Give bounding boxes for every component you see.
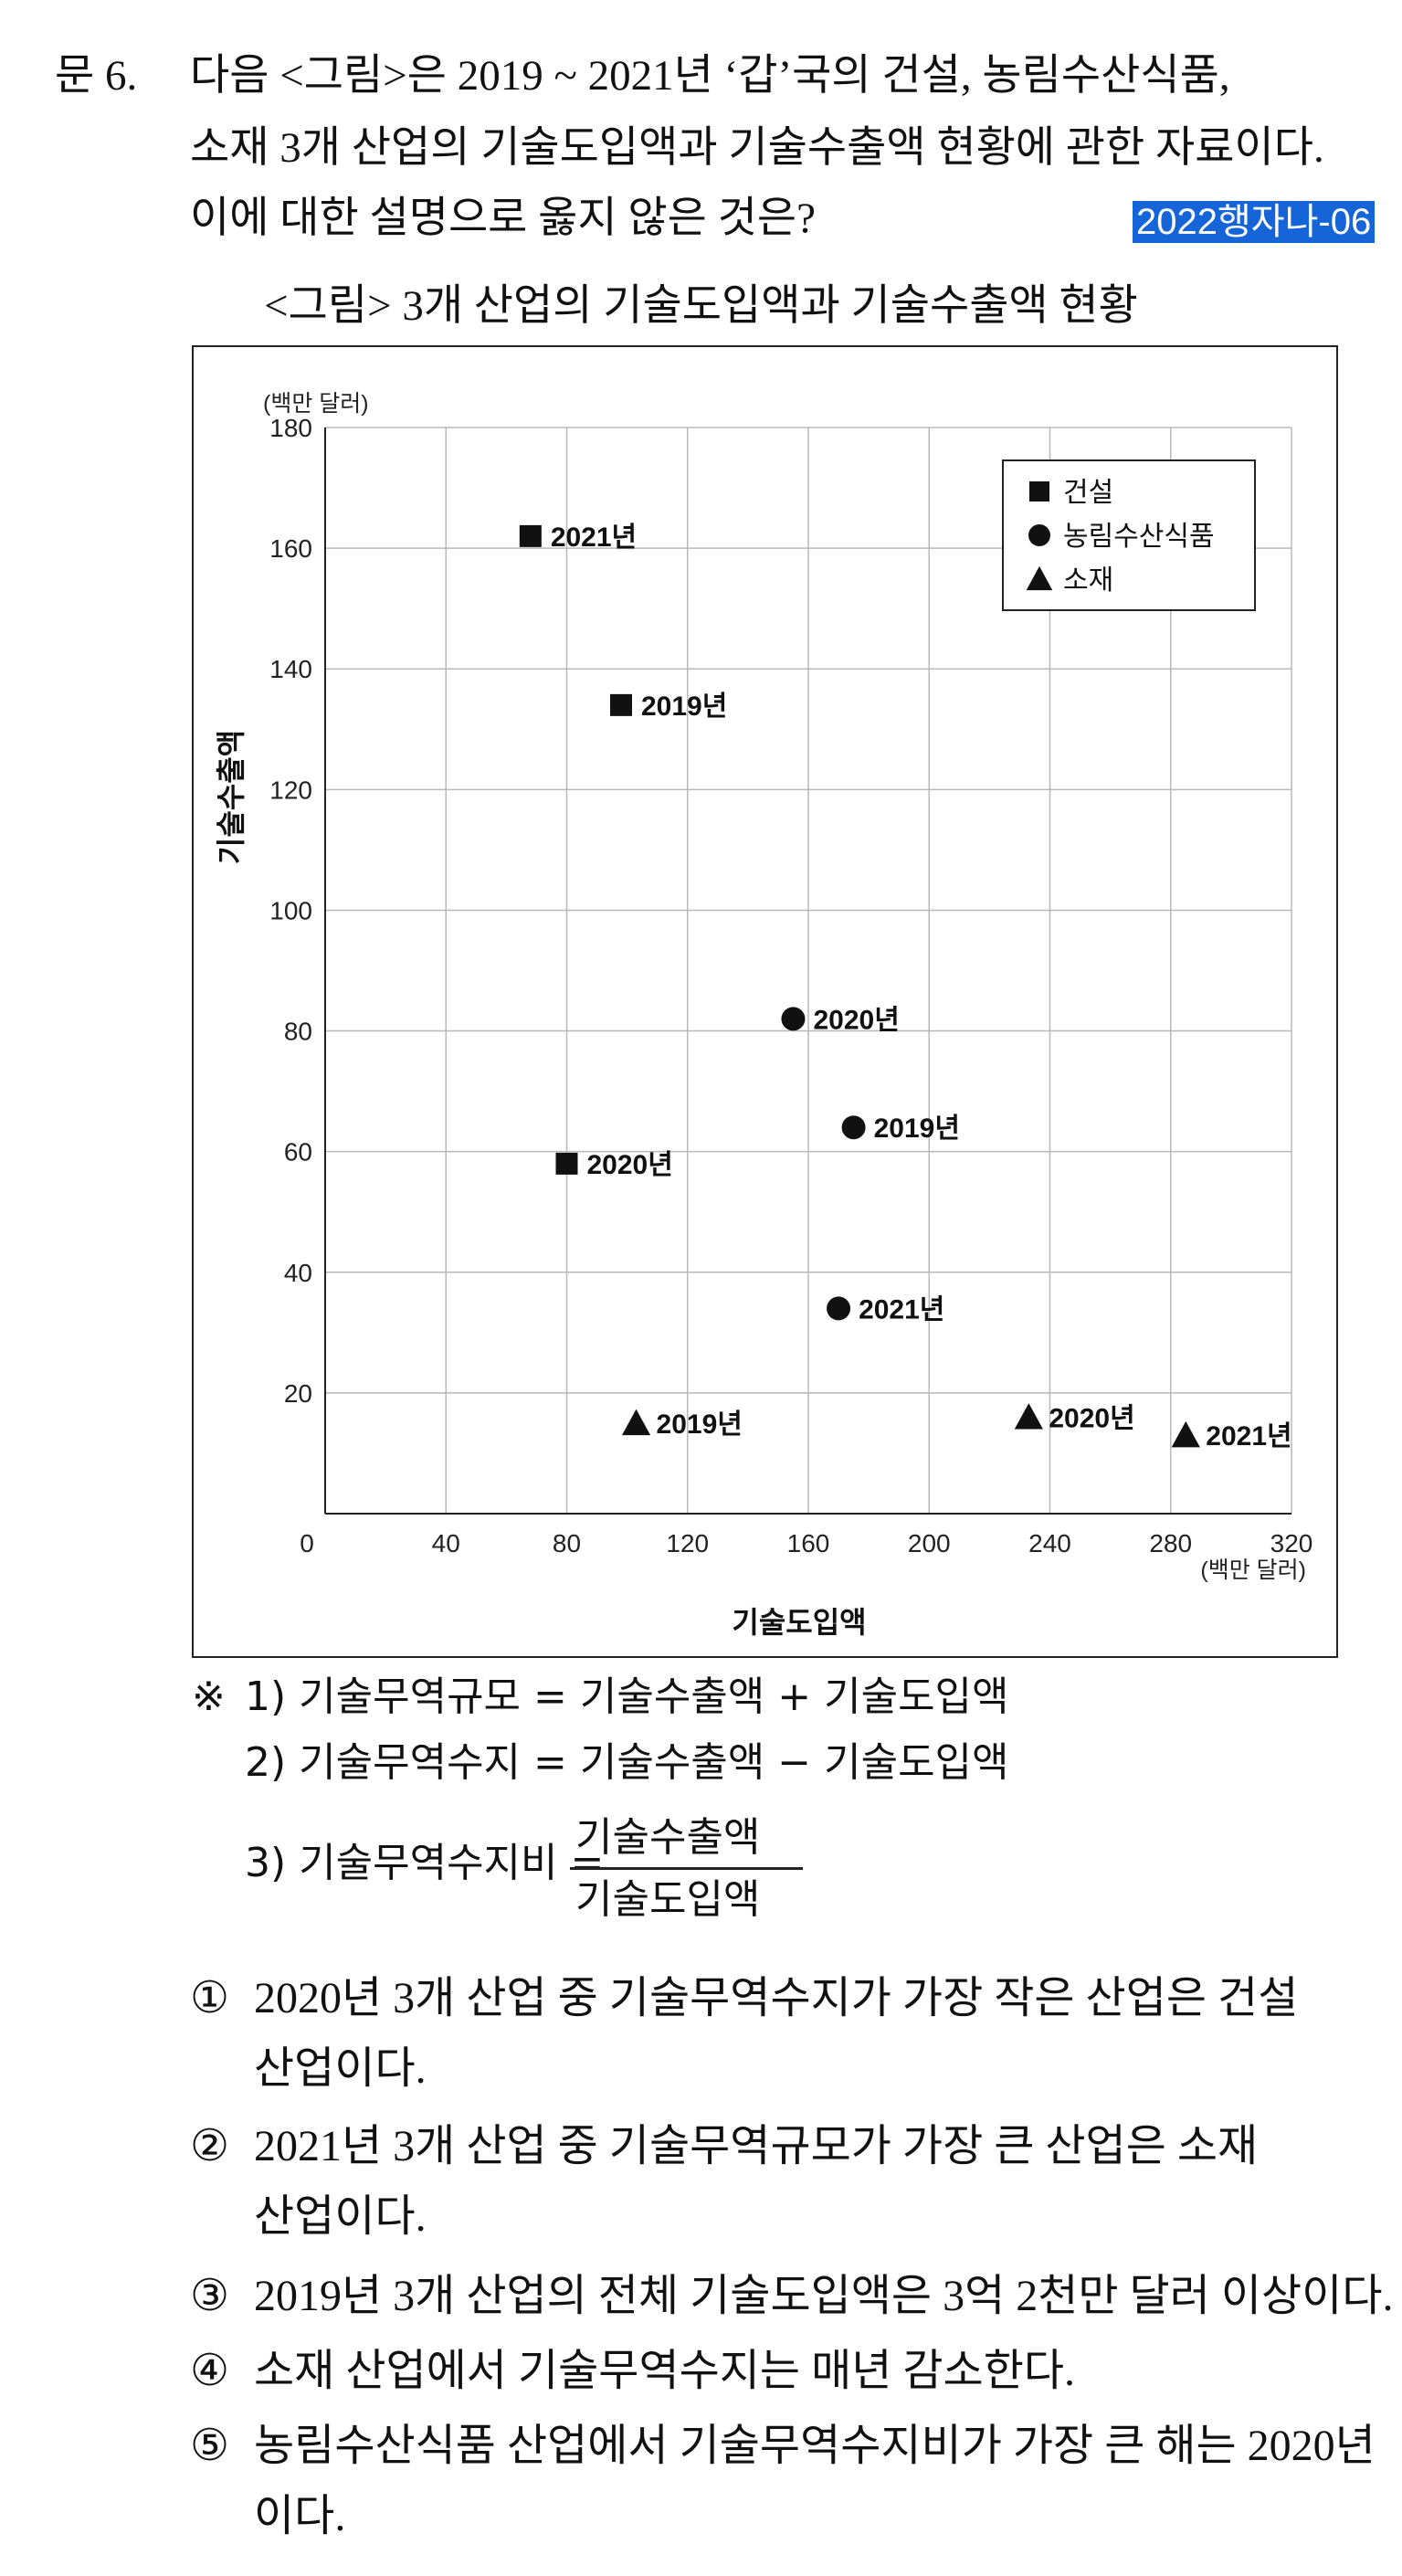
x-tick-label: 80 [553, 1529, 581, 1557]
legend-label: 농림수산식품 [1063, 522, 1215, 552]
option-2-number[interactable]: ② [190, 2122, 230, 2170]
x-tick-label: 320 [1270, 1529, 1313, 1557]
legend-marker-square [1029, 481, 1049, 501]
option-2-text[interactable]: 2021년 3개 산업 중 기술무역규모가 가장 큰 산업은 소재 [254, 2122, 1259, 2170]
data-point-label: 2019년 [657, 1409, 743, 1440]
x-tick-label: 0 [300, 1529, 314, 1557]
chart-frame: 0 40 80 120 160 200 240 280 320 20 40 60 80 100 120 140… [192, 345, 1338, 1658]
data-point-circle [841, 1115, 866, 1140]
fraction-bar [570, 1867, 803, 1870]
y-tick-label: 120 [269, 776, 312, 804]
option-5-text[interactable]: 농림수산식품 산업에서 기술무역수지비가 가장 큰 해는 2020년 [254, 2422, 1376, 2470]
data-point-triangle [621, 1409, 651, 1436]
x-tick-label: 120 [666, 1529, 709, 1557]
data-point-label: 2020년 [1049, 1403, 1134, 1433]
legend-label: 소재 [1063, 565, 1113, 596]
note-trade-volume: 1) 기술무역규모 = 기술수출액 + 기술도입액 [245, 1673, 1009, 1720]
question-text-line-2: 소재 3개 산업의 기술도입액과 기술수출액 현황에 관한 자료이다. [190, 124, 1324, 172]
data-point-square [610, 693, 633, 716]
note-mark: ※ [192, 1673, 226, 1720]
y-tick-label: 160 [269, 534, 312, 563]
scatter-chart: 0 40 80 120 160 200 240 280 320 20 40 60 80 100 120 140… [215, 391, 1313, 1639]
data-point-label: 2021년 [1206, 1421, 1291, 1452]
data-point-circle [781, 1007, 806, 1031]
data-point-label: 2019년 [641, 692, 727, 722]
option-3-text[interactable]: 2019년 3개 산업의 전체 기술도입액은 3억 2천만 달러 이상이다. [254, 2272, 1394, 2320]
option-1-number[interactable]: ① [190, 1974, 230, 2022]
note-trade-ratio-numerator: 기술수출액 [575, 1814, 761, 1861]
data-point-label: 2020년 [813, 1005, 899, 1035]
y-tick-label: 40 [284, 1259, 312, 1287]
note-trade-ratio-label: 3) 기술무역수지비 = [245, 1840, 605, 1886]
x-tick-label: 240 [1028, 1529, 1071, 1557]
figure-title: <그림> 3개 산업의 기술도입액과 기술수출액 현황 [264, 282, 1138, 330]
question-text-line-1: 다음 <그림>은 2019 ~ 2021년 ‘갑’국의 건설, 농림수산식품, [190, 52, 1230, 100]
y-tick-label: 80 [284, 1018, 312, 1046]
option-4-number[interactable]: ④ [190, 2347, 230, 2395]
option-2-text-cont[interactable]: 산업이다. [254, 2192, 427, 2241]
legend-label: 건설 [1063, 478, 1113, 508]
option-4-text[interactable]: 소재 산업에서 기술무역수지는 매년 감소한다. [254, 2347, 1076, 2395]
data-point-square [555, 1152, 578, 1175]
data-point-label: 2020년 [587, 1150, 673, 1180]
data-point-square [519, 524, 542, 547]
legend-marker-circle [1028, 524, 1050, 546]
y-tick-label: 100 [269, 896, 312, 924]
question-text-line-3: 이에 대한 설명으로 옳지 않은 것은? [190, 195, 816, 242]
legend-marker-triangle [1026, 565, 1053, 591]
question-number: 문 6. [55, 52, 138, 100]
x-tick-label: 280 [1149, 1529, 1192, 1557]
data-point-label: 2021년 [551, 523, 637, 553]
x-axis-title: 기술도입액 [732, 1606, 866, 1639]
option-1-text[interactable]: 2020년 3개 산업 중 기술무역수지가 가장 작은 산업은 건설 [254, 1974, 1299, 2022]
option-1-text-cont[interactable]: 산업이다. [254, 2044, 427, 2093]
y-tick-label: 60 [284, 1138, 312, 1167]
data-point-label: 2021년 [859, 1294, 944, 1325]
note-trade-ratio-denominator: 기술도입액 [575, 1876, 761, 1923]
option-5-text-cont[interactable]: 이다. [254, 2492, 346, 2540]
x-tick-label: 200 [908, 1529, 951, 1557]
data-point-circle [827, 1296, 851, 1321]
note-trade-balance: 2) 기술무역수지 = 기술수출액 − 기술도입액 [245, 1739, 1009, 1786]
x-tick-label: 160 [787, 1529, 830, 1557]
x-tick-label: 40 [432, 1529, 460, 1557]
data-point-triangle [1171, 1420, 1200, 1448]
data-point-triangle [1014, 1403, 1043, 1430]
y-axis-title: 기술수출액 [215, 730, 248, 864]
y-tick-label: 180 [269, 414, 312, 442]
question-source-tag: 2022행자나-06 [1133, 201, 1376, 243]
y-unit-label: (백만 달러) [263, 391, 369, 417]
option-3-number[interactable]: ③ [190, 2272, 230, 2320]
y-tick-label: 20 [284, 1379, 312, 1408]
y-tick-label: 140 [269, 655, 312, 683]
x-unit-label: (백만 달러) [1200, 1557, 1306, 1583]
data-point-label: 2019년 [874, 1114, 960, 1144]
option-5-number[interactable]: ⑤ [190, 2422, 230, 2470]
